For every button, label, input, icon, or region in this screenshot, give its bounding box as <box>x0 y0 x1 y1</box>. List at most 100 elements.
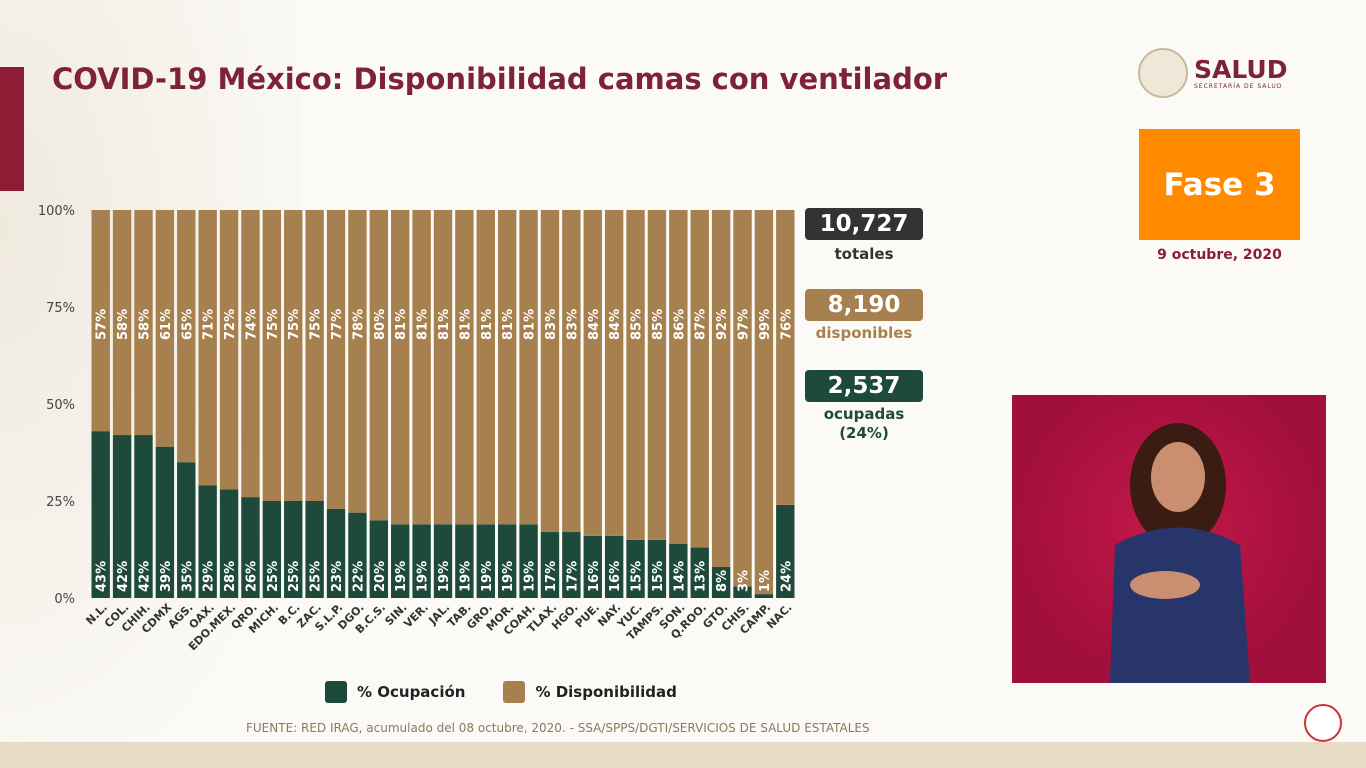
accent-bar <box>0 67 24 191</box>
data-label-availability: 78% <box>351 309 366 340</box>
data-label-availability: 87% <box>694 309 709 340</box>
legend-label: % Disponibilidad <box>535 683 677 701</box>
stat-occupied: 2,537 ocupadas (24%) <box>805 370 923 443</box>
bar-occupancy <box>562 532 581 598</box>
report-date: 9 octubre, 2020 <box>1157 247 1282 263</box>
mexico-badge-icon <box>1304 704 1342 742</box>
logo-text: SALUD <box>1194 54 1288 84</box>
salud-logo: SALUD SECRETARÍA DE SALUD <box>1138 48 1287 98</box>
data-label-occupancy: 17% <box>565 561 580 592</box>
bar-occupancy <box>647 539 667 598</box>
x-tick-label: NAC. <box>764 601 794 631</box>
data-label-occupancy: 22% <box>351 561 366 592</box>
available-label: disponibles <box>815 324 913 342</box>
data-label-occupancy: 25% <box>266 561 281 592</box>
data-label-availability: 57% <box>95 309 110 340</box>
bar-occupancy <box>733 586 752 598</box>
data-label-availability: 80% <box>373 309 388 340</box>
data-label-availability: 85% <box>651 309 666 340</box>
legend-swatch <box>325 681 347 703</box>
legend-label: % Ocupación <box>357 683 466 701</box>
bar-occupancy <box>519 524 538 598</box>
chart-legend: % Ocupación % Disponibilidad <box>325 681 677 703</box>
bar-availability <box>562 210 581 533</box>
data-label-availability: 75% <box>287 309 302 340</box>
bar-availability <box>134 210 153 436</box>
data-label-occupancy: 19% <box>480 561 495 592</box>
data-label-occupancy: 24% <box>779 561 794 592</box>
data-label-occupancy: 14% <box>672 561 687 592</box>
bar-availability <box>540 210 560 533</box>
data-label-availability: 75% <box>309 309 324 340</box>
stat-available: 8,190 disponibles <box>805 289 923 343</box>
data-label-occupancy: 29% <box>202 561 217 592</box>
data-label-availability: 58% <box>116 309 131 340</box>
bar-availability <box>369 210 389 521</box>
bar-availability <box>583 210 602 536</box>
y-tick-label: 50% <box>46 398 75 413</box>
data-label-availability: 83% <box>544 309 559 340</box>
available-value: 8,190 <box>805 289 923 321</box>
bar-availability <box>733 210 752 587</box>
bar-availability <box>412 210 431 525</box>
data-label-occupancy: 3% <box>737 570 752 592</box>
data-label-occupancy: 19% <box>394 561 409 592</box>
bar-availability <box>326 210 346 509</box>
bar-availability <box>455 210 474 525</box>
data-label-occupancy: 19% <box>437 561 452 592</box>
data-label-availability: 81% <box>458 309 473 340</box>
bar-availability <box>91 210 110 432</box>
y-tick-label: 100% <box>38 204 75 219</box>
x-tick-label: VER. <box>401 601 431 631</box>
data-label-availability: 85% <box>630 309 645 340</box>
data-label-availability: 86% <box>672 309 687 340</box>
data-label-occupancy: 19% <box>458 561 473 592</box>
bar-availability <box>711 210 731 567</box>
bar-availability <box>284 210 303 501</box>
total-label: totales <box>834 245 894 263</box>
data-label-occupancy: 26% <box>244 561 259 592</box>
data-label-availability: 72% <box>223 309 238 340</box>
bar-availability <box>348 210 367 513</box>
stacked-bar-chart: 0%25%50%75%100%43%57%N.L.42%58%COL.42%58… <box>38 204 795 653</box>
bar-occupancy <box>391 524 410 598</box>
data-label-occupancy: 23% <box>330 561 345 592</box>
page-title: COVID-19 México: Disponibilidad camas co… <box>52 62 948 96</box>
y-tick-label: 0% <box>54 592 75 607</box>
footer-band <box>0 742 1366 768</box>
bar-availability <box>476 210 495 525</box>
bar-occupancy <box>134 435 153 598</box>
legend-swatch <box>503 681 526 703</box>
bar-occupancy <box>433 524 453 598</box>
data-label-availability: 61% <box>159 309 174 340</box>
data-label-availability: 83% <box>565 309 580 340</box>
data-label-occupancy: 42% <box>116 561 131 592</box>
data-label-availability: 81% <box>437 309 452 340</box>
bar-availability <box>305 210 324 501</box>
data-label-occupancy: 20% <box>373 561 388 592</box>
bar-occupancy <box>241 497 260 598</box>
bar-occupancy <box>476 524 495 598</box>
bar-availability <box>177 210 196 463</box>
stat-total: 10,727 totales <box>805 208 923 264</box>
data-label-occupancy: 35% <box>180 561 195 592</box>
bar-availability <box>690 210 709 548</box>
bar-occupancy <box>348 512 367 598</box>
bar-occupancy <box>177 462 196 598</box>
data-label-occupancy: 42% <box>137 561 152 592</box>
y-tick-label: 75% <box>46 301 75 316</box>
bar-occupancy <box>305 501 324 598</box>
data-label-availability: 58% <box>137 309 152 340</box>
legend-occupancy: % Ocupación <box>325 681 465 703</box>
data-label-occupancy: 1% <box>758 570 773 592</box>
data-label-availability: 92% <box>715 309 730 340</box>
data-label-availability: 99% <box>758 309 773 340</box>
data-label-availability: 84% <box>587 309 602 340</box>
data-label-occupancy: 13% <box>694 561 709 592</box>
data-label-occupancy: 19% <box>523 561 538 592</box>
bar-occupancy <box>284 501 303 598</box>
bar-occupancy <box>583 535 602 598</box>
source-note: FUENTE: RED IRAG, acumulado del 08 octub… <box>246 721 870 735</box>
bar-occupancy <box>776 504 795 598</box>
bar-occupancy <box>497 524 517 598</box>
